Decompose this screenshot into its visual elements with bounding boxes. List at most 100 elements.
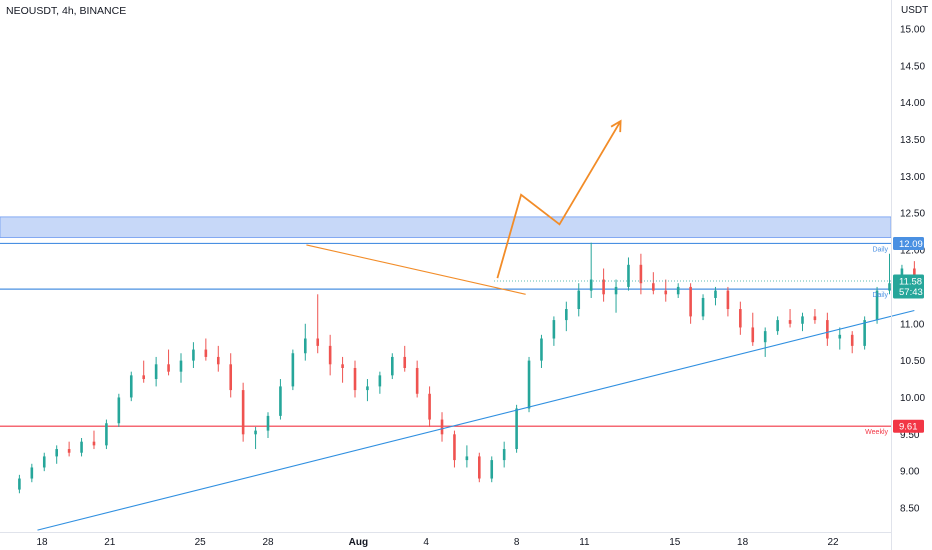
price-badge (893, 419, 924, 433)
candle (813, 309, 817, 324)
candle-body (589, 279, 593, 291)
candle (527, 356, 531, 413)
candle (751, 312, 755, 346)
candle-body (664, 290, 668, 295)
level-label: Weekly (865, 429, 888, 436)
x-tick-label: 28 (262, 537, 274, 548)
candle (838, 327, 842, 350)
candle-body (478, 456, 481, 479)
downtrend-line[interactable] (306, 244, 526, 295)
y-tick-label: 8.50 (900, 504, 920, 515)
candle (739, 301, 742, 335)
candle-body (142, 375, 145, 380)
candle (192, 342, 195, 368)
candle-body (577, 290, 581, 310)
candle (577, 283, 581, 317)
candle-body (105, 423, 108, 446)
candle-body (565, 309, 568, 321)
candle (353, 360, 357, 398)
candle-body (229, 364, 233, 391)
candle (552, 316, 556, 346)
candle-body (714, 290, 717, 298)
candle-body (776, 320, 779, 332)
candle (565, 301, 568, 332)
candle-body (341, 364, 344, 368)
level-lines-layer (0, 242, 891, 427)
candle (602, 268, 605, 302)
candles-layer (18, 242, 916, 494)
candle-body (117, 397, 121, 424)
candle-body (490, 460, 494, 479)
candle (714, 286, 717, 306)
candle (850, 331, 854, 354)
resistance-zone[interactable] (0, 216, 892, 238)
candle (142, 360, 145, 383)
candle-body (167, 364, 170, 372)
candle (117, 393, 121, 427)
candle (241, 382, 245, 442)
candle-body (465, 456, 469, 461)
candle (279, 379, 282, 420)
candle (316, 294, 320, 354)
y-tick-label: 9.00 (900, 467, 920, 478)
candle-body (129, 375, 133, 398)
candle (92, 430, 96, 450)
candle (42, 452, 46, 472)
projection-path[interactable] (496, 120, 622, 279)
candle-body (415, 367, 419, 394)
candle-body (875, 290, 879, 321)
candle-body (739, 309, 742, 328)
candle-body (515, 408, 518, 450)
last-price-badge (893, 274, 924, 299)
candle-body (540, 338, 543, 361)
candle-body (254, 430, 257, 435)
candle (490, 456, 494, 483)
candle-body (428, 393, 431, 420)
candle-body (614, 286, 618, 295)
candle-body (813, 316, 817, 321)
y-tick-label: 11.00 (900, 319, 925, 330)
candle-body (303, 338, 307, 354)
price-badge-text: 9.61 (899, 422, 918, 433)
candle (167, 349, 170, 376)
projection-arrowhead (610, 119, 622, 133)
y-tick-label: 14.50 (900, 61, 925, 72)
candle-body (204, 349, 208, 357)
y-tick-label: 13.50 (900, 135, 925, 146)
uptrend-line[interactable] (37, 309, 915, 531)
candle-body (726, 290, 730, 310)
candle-body (279, 386, 282, 416)
candle (80, 437, 83, 457)
candle-body (92, 441, 96, 446)
candle (67, 441, 71, 457)
candle (701, 294, 705, 321)
candle (428, 386, 431, 427)
candle-body (391, 356, 394, 376)
candle-body (366, 386, 369, 391)
candle (391, 353, 394, 380)
candle (763, 327, 767, 357)
candle-body (639, 264, 643, 284)
candle (627, 257, 630, 291)
candle-body (42, 456, 46, 468)
candle (55, 445, 58, 464)
candle (229, 353, 233, 398)
candle (689, 283, 692, 324)
x-tick-label: 22 (827, 537, 839, 548)
candle (478, 452, 481, 483)
y-tick-label: 13.00 (900, 172, 925, 183)
currency-label: USDT (901, 5, 928, 16)
candle-body (850, 334, 854, 346)
candle-body (18, 478, 21, 490)
last-price-text: 11.58 (899, 277, 922, 288)
candle-body (378, 375, 382, 387)
candle (614, 279, 618, 313)
x-tick-label: 21 (104, 537, 116, 548)
countdown-text: 57:43 (899, 287, 923, 298)
candle (863, 316, 866, 350)
candle (776, 316, 779, 335)
candle-body (403, 356, 407, 368)
time-axis: 18 21 25 28 Aug 4 8 11 15 18 22 (0, 532, 891, 548)
chart-title: NEOUSDT, 4h, BINANCE (6, 5, 127, 17)
